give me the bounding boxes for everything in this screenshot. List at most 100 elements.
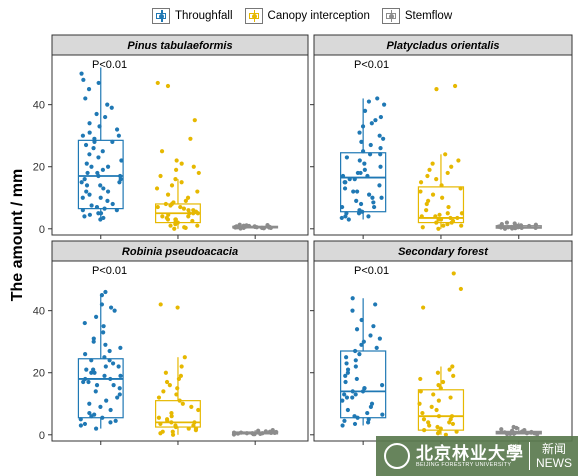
data-point [440, 379, 446, 385]
legend-label: Stemflow [404, 10, 453, 22]
data-point [510, 428, 515, 433]
data-point [85, 170, 90, 176]
data-point [87, 130, 92, 135]
data-point [345, 367, 351, 372]
data-point [378, 114, 383, 120]
data-point [343, 373, 348, 378]
data-point [92, 136, 97, 141]
data-point [175, 386, 180, 391]
data-point [437, 429, 442, 434]
box-iqr [77, 139, 124, 210]
legend-key-icon [244, 8, 263, 24]
p-value-annotation: P<0.01 [92, 59, 127, 71]
data-point [87, 152, 92, 157]
data-point [511, 424, 516, 430]
data-point [362, 167, 367, 172]
data-point [78, 423, 83, 428]
data-point [94, 111, 99, 117]
legend-item-1: Canopy interception [244, 8, 370, 24]
data-point [109, 105, 114, 110]
data-point [419, 214, 424, 219]
data-point [252, 224, 257, 229]
data-point [353, 364, 358, 369]
data-point [84, 367, 89, 372]
data-point [93, 389, 98, 394]
legend-item-2: Stemflow [381, 8, 453, 24]
data-point [512, 221, 517, 226]
data-point [91, 339, 96, 344]
data-point [274, 429, 279, 435]
data-point [116, 133, 121, 138]
data-point [117, 392, 122, 397]
data-point [78, 417, 83, 422]
data-point [114, 208, 119, 213]
data-point [459, 211, 465, 216]
data-point [192, 118, 197, 123]
data-point [371, 200, 376, 205]
data-point [118, 173, 123, 179]
data-point [378, 146, 383, 151]
data-point [108, 407, 113, 413]
data-point [104, 398, 109, 403]
data-point [94, 204, 100, 210]
data-point [87, 192, 92, 197]
data-point [420, 225, 425, 230]
data-point [368, 333, 373, 338]
data-point [107, 348, 112, 354]
data-point [82, 177, 87, 182]
data-point [168, 223, 173, 228]
data-point [80, 208, 85, 213]
data-point [103, 364, 108, 369]
legend-item-0: Throughfall [152, 8, 233, 24]
data-point [164, 379, 170, 385]
data-point [161, 389, 166, 394]
data-point [451, 373, 456, 378]
data-point [167, 383, 172, 388]
data-point [191, 208, 196, 213]
data-point [508, 431, 513, 436]
data-point [169, 420, 174, 425]
data-point [178, 373, 184, 378]
panel-title: Pinus tabulaeformis [127, 40, 232, 52]
data-point [188, 136, 193, 141]
data-point [375, 96, 380, 101]
watermark-en: BEIJING FORESTRY UNIVERSITY [416, 461, 512, 468]
data-point [83, 352, 88, 357]
data-point [84, 183, 90, 188]
data-point [417, 401, 422, 406]
data-point [163, 370, 168, 375]
data-point [118, 177, 123, 182]
data-point [186, 208, 191, 213]
data-point [108, 305, 114, 310]
p-value-annotation: P<0.01 [354, 59, 389, 71]
data-point [352, 177, 357, 182]
data-point [427, 167, 432, 172]
data-point [447, 367, 452, 372]
data-point [87, 401, 92, 406]
data-point [80, 133, 86, 138]
data-point [81, 379, 86, 385]
data-point [94, 383, 100, 388]
data-point [345, 370, 351, 375]
y-tick-label: 20 [33, 368, 45, 380]
data-point [191, 164, 196, 169]
data-point [522, 428, 527, 433]
data-point [452, 83, 458, 89]
data-point [101, 330, 106, 335]
data-point [87, 410, 92, 416]
data-point [454, 429, 459, 434]
data-point [263, 429, 268, 434]
data-point [101, 215, 106, 221]
data-point [449, 164, 454, 169]
data-point [83, 142, 89, 148]
data-point [118, 345, 123, 350]
data-point [440, 195, 445, 200]
data-point [443, 432, 448, 437]
data-point [362, 161, 367, 166]
plot-area [51, 260, 309, 442]
data-point [366, 214, 371, 219]
data-point [110, 201, 115, 207]
data-point [169, 414, 174, 419]
data-point [499, 427, 504, 432]
data-point [369, 121, 374, 126]
